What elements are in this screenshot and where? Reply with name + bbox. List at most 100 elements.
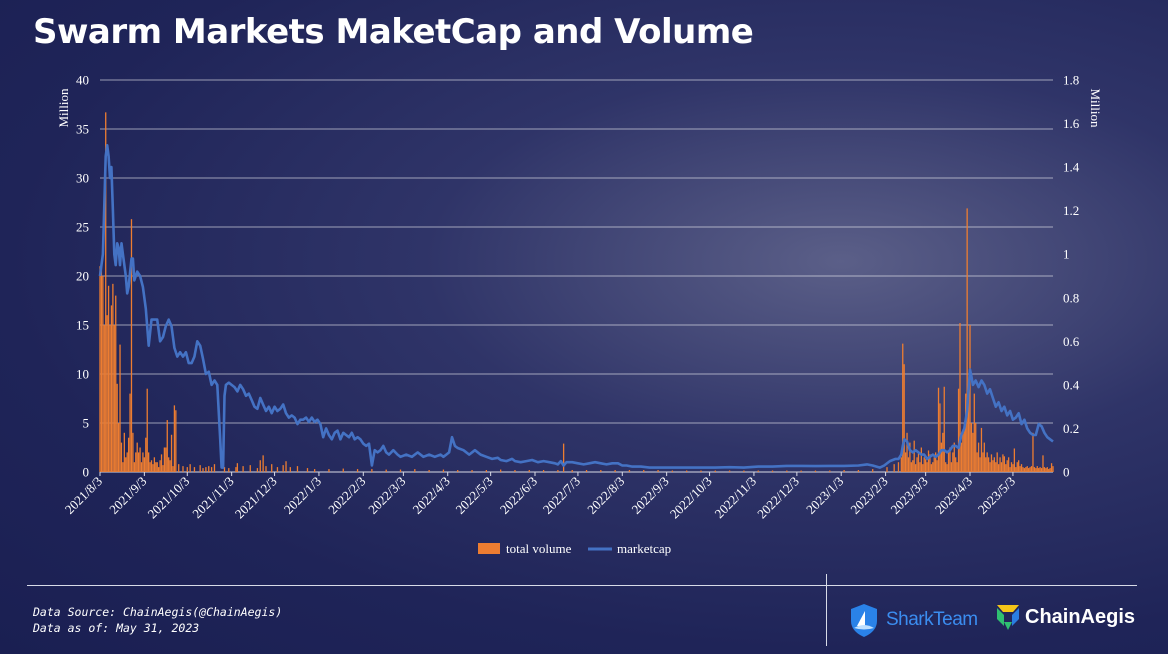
volume-bar xyxy=(935,452,937,472)
volume-bar xyxy=(1015,467,1017,472)
volume-bar xyxy=(123,432,125,472)
volume-bar xyxy=(236,463,239,472)
volume-bar xyxy=(485,470,488,472)
volume-bar xyxy=(1049,468,1051,472)
volume-bar xyxy=(936,460,938,472)
volume-bar xyxy=(242,466,244,472)
volume-bar xyxy=(442,469,445,472)
volume-bar xyxy=(109,325,111,472)
volume-bar xyxy=(929,454,931,472)
volume-bar xyxy=(1032,432,1034,472)
volume-bar xyxy=(155,462,157,472)
volume-bar xyxy=(106,315,108,472)
legend-label-volume: total volume xyxy=(506,541,572,556)
volume-bar xyxy=(771,470,774,472)
marketcap-line xyxy=(98,144,1054,469)
volume-bar xyxy=(117,423,120,472)
volume-bar xyxy=(965,393,967,472)
data-source-note: Data Source: ChainAegis(@ChainAegis) Dat… xyxy=(33,604,282,636)
volume-bar xyxy=(193,467,196,472)
volume-bar xyxy=(256,468,259,472)
volume-bar xyxy=(119,344,121,472)
volume-bar xyxy=(939,403,941,472)
volume-bar xyxy=(102,276,104,472)
volume-bar xyxy=(728,470,731,472)
volume-bar xyxy=(152,464,154,472)
x-tick-label: 2022/9/3 xyxy=(628,474,671,517)
volume-bar xyxy=(999,457,1001,472)
volume-bar xyxy=(956,462,958,472)
volume-bar xyxy=(926,462,928,472)
volume-bar xyxy=(902,343,904,472)
volume-bar xyxy=(904,452,907,472)
y-left-tick-label: 30 xyxy=(76,171,89,186)
volume-bar xyxy=(115,295,117,472)
y-right-tick-label: 1 xyxy=(1063,247,1070,262)
volume-bars xyxy=(99,112,1054,472)
volume-bar xyxy=(162,465,164,472)
volume-bar xyxy=(1005,464,1007,472)
volume-bar xyxy=(829,470,831,472)
volume-bar xyxy=(995,462,997,472)
volume-bar xyxy=(1052,466,1054,472)
x-tick-label: 2022/7/3 xyxy=(540,474,583,517)
volume-bar xyxy=(800,470,802,472)
volume-bar xyxy=(113,325,115,472)
volume-bar xyxy=(166,420,168,472)
volume-bar xyxy=(671,470,674,472)
volume-bar xyxy=(987,457,990,472)
volume-bar xyxy=(262,455,264,472)
y-right-tick-label: 0.2 xyxy=(1063,421,1079,436)
y-left-tick-label: 10 xyxy=(76,367,89,382)
volume-bar xyxy=(966,208,968,472)
volume-bar xyxy=(1033,467,1036,472)
volume-bar xyxy=(986,452,988,472)
volume-bar xyxy=(112,283,114,472)
volume-bar xyxy=(150,460,153,472)
volume-bar xyxy=(942,432,944,472)
volume-bar xyxy=(149,462,151,472)
volume-bar xyxy=(960,442,963,472)
volume-bar xyxy=(913,440,915,472)
x-tick-label: 2022/11/3 xyxy=(712,474,760,522)
x-tick-label: 2022/6/3 xyxy=(497,474,540,517)
volume-bar xyxy=(99,266,101,472)
volume-bar xyxy=(989,462,991,472)
volume-bar xyxy=(129,393,131,472)
volume-bar xyxy=(969,325,971,472)
chainaegis-logo: ChainAegis xyxy=(995,602,1135,632)
y-left-tick-label: 35 xyxy=(76,122,89,137)
volume-bar xyxy=(930,464,933,472)
gridlines xyxy=(100,79,1053,473)
volume-bar xyxy=(922,464,924,472)
legend-label-marketcap: marketcap xyxy=(617,541,671,556)
y-left-tick-label: 20 xyxy=(76,269,89,284)
volume-bar xyxy=(970,423,973,472)
volume-bar xyxy=(1042,455,1044,472)
y-left-tick-label: 5 xyxy=(83,416,90,431)
volume-bar xyxy=(1010,462,1013,472)
volume-bar xyxy=(937,387,940,472)
volume-bar xyxy=(289,467,291,472)
volume-bar xyxy=(116,383,118,472)
volume-bar xyxy=(471,470,473,472)
volume-bar xyxy=(265,466,267,472)
volume-bar xyxy=(992,460,994,472)
y-axis-right: 0 0.2 0.4 0.6 0.8 1 1.2 1.4 1.6 1.8 Million xyxy=(1063,73,1103,480)
volume-bar xyxy=(1025,467,1027,472)
volume-bar xyxy=(786,470,788,472)
volume-bar xyxy=(585,470,588,472)
volume-bar xyxy=(130,219,133,472)
volume-bar xyxy=(199,465,201,472)
volume-bar xyxy=(657,470,659,472)
y-right-tick-label: 1.4 xyxy=(1063,160,1080,175)
y-right-tick-label: 0.4 xyxy=(1063,377,1080,392)
volume-bar xyxy=(1000,462,1003,472)
volume-bar xyxy=(165,447,167,472)
volume-bar xyxy=(306,468,309,472)
volume-bar xyxy=(139,447,141,472)
volume-bar xyxy=(1043,467,1046,472)
data-date-text: Data as of: May 31, 2023 xyxy=(33,621,200,635)
volume-bar xyxy=(235,467,237,472)
volume-bar xyxy=(110,305,113,472)
